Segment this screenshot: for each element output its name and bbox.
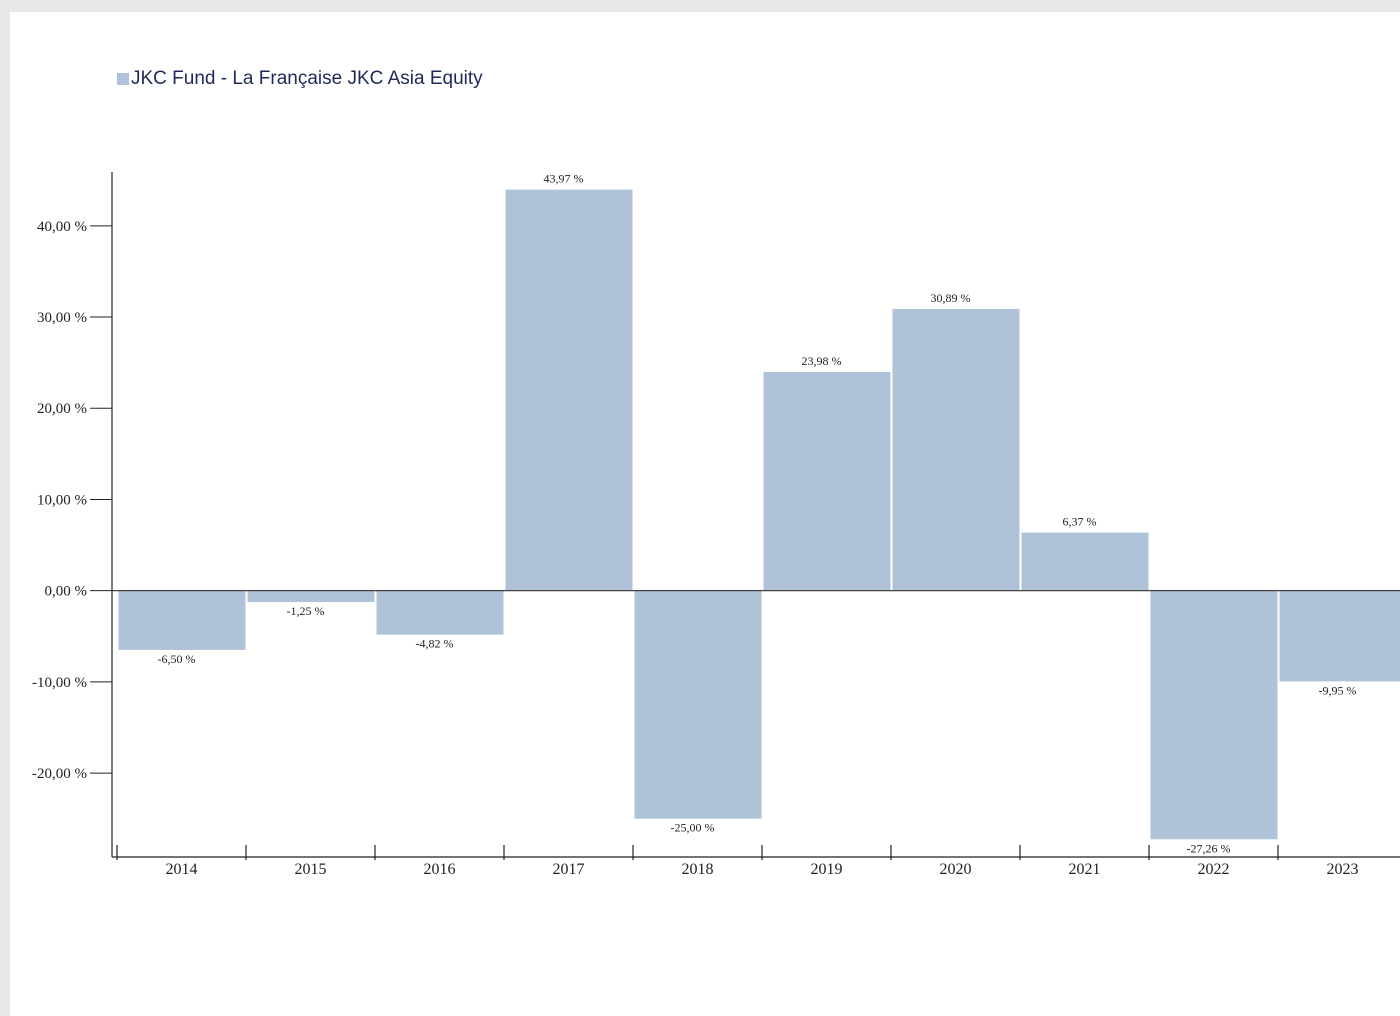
x-category-label-2022: 2022 (1198, 861, 1230, 878)
x-category-label-2017: 2017 (553, 861, 585, 878)
data-label-2019: 23,98 % (802, 354, 842, 368)
legend: JKC Fund - La Française JKC Asia Equity (117, 68, 483, 90)
bar-2023 (1279, 590, 1400, 682)
data-label-2022: -27,26 % (1187, 841, 1231, 855)
bar-2018 (634, 590, 762, 819)
data-label-2018: -25,00 % (671, 821, 715, 835)
chart-panel (10, 12, 1400, 1016)
x-category-label-2023: 2023 (1327, 861, 1359, 878)
y-tick-label: -20,00 % (32, 766, 87, 782)
x-category-label-2021: 2021 (1069, 861, 1101, 878)
bar-2019 (763, 371, 891, 591)
y-tick-label: 0,00 % (45, 584, 88, 600)
x-category-label-2020: 2020 (940, 861, 972, 878)
labels-group: -6,50 % -1,25 % -4,82 % 43,97 % -25,00 % 23,9… (32, 172, 1359, 878)
x-category-label-2015: 2015 (295, 861, 327, 878)
background-strip (0, 880, 10, 1016)
bar-2014 (118, 590, 246, 650)
y-tick-label: -10,00 % (32, 675, 87, 691)
bar-2017 (505, 189, 633, 591)
legend-swatch (117, 73, 129, 85)
axes-group (90, 172, 1400, 860)
data-label-2016: -4,82 % (416, 637, 454, 651)
data-label-2020: 30,89 % (931, 291, 971, 305)
data-label-2017: 43,97 % (544, 172, 584, 186)
data-label-2023: -9,95 % (1319, 683, 1357, 697)
y-tick-label: 30,00 % (37, 310, 87, 326)
y-tick-label: 40,00 % (37, 219, 87, 235)
x-category-label-2018: 2018 (682, 861, 714, 878)
legend-label: JKC Fund - La Française JKC Asia Equity (131, 68, 483, 89)
bar-2022 (1150, 590, 1278, 840)
bar-2021 (1021, 532, 1149, 591)
bar-2020 (892, 308, 1020, 591)
data-label-2014: -6,50 % (158, 652, 196, 666)
data-label-2015: -1,25 % (287, 604, 325, 618)
bar-2015 (247, 590, 375, 603)
x-category-label-2014: 2014 (166, 861, 198, 878)
x-category-label-2019: 2019 (811, 861, 843, 878)
x-category-label-2016: 2016 (424, 861, 456, 878)
y-tick-label: 20,00 % (37, 401, 87, 417)
y-tick-label: 10,00 % (37, 492, 87, 508)
bar-2016 (376, 590, 504, 635)
bars-group (118, 189, 1400, 840)
data-label-2021: 6,37 % (1063, 515, 1097, 529)
